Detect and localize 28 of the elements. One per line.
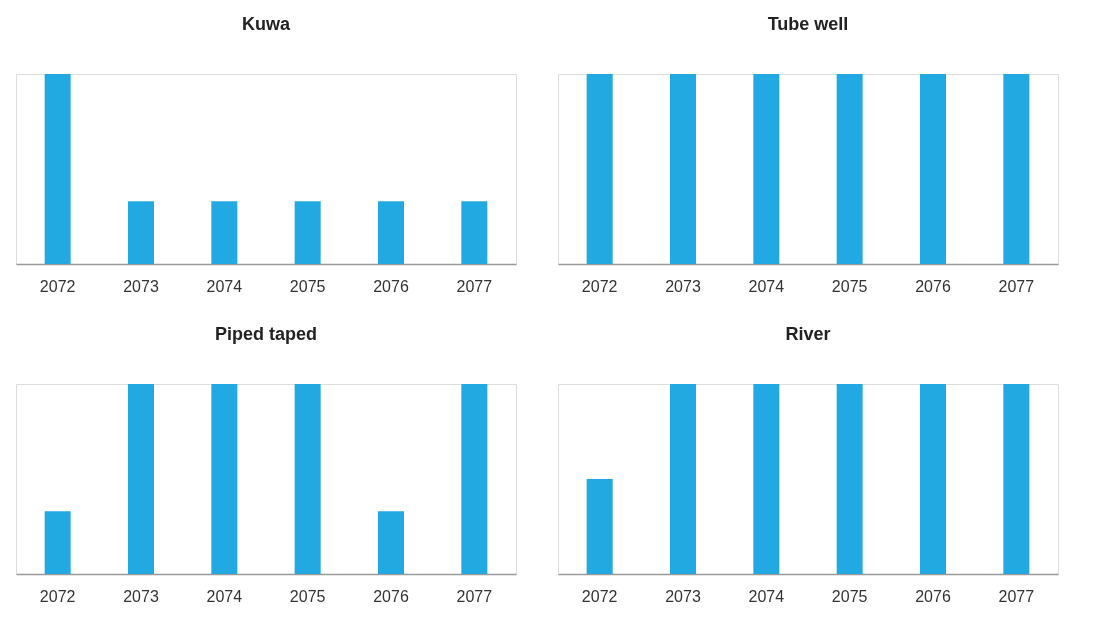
x-tick-label: 2076 (373, 277, 409, 295)
chart-title: Tube well (767, 14, 849, 34)
x-tick-label: 2073 (123, 587, 159, 605)
x-tick-label: 2077 (456, 277, 493, 295)
x-tick-label: 2073 (665, 587, 701, 605)
x-tick-label: 2076 (915, 277, 951, 295)
x-tick-label: 2075 (831, 277, 868, 295)
x-tick-label: 2073 (665, 277, 701, 295)
chart-title: Kuwa (241, 14, 291, 34)
x-tick-label: 2073 (123, 277, 159, 295)
x-tick-label: 2074 (748, 587, 785, 605)
x-tick-label: 2076 (373, 587, 409, 605)
x-tick-label: 2072 (581, 587, 618, 605)
x-tick-label: 2072 (581, 277, 618, 295)
x-tick-label: 2074 (748, 277, 785, 295)
x-tick-label: 2072 (39, 587, 76, 605)
chart-title: River (785, 324, 831, 344)
chart-title: Piped taped (214, 324, 318, 344)
x-tick-label: 2075 (289, 587, 326, 605)
x-tick-label: 2077 (456, 587, 493, 605)
x-tick-label: 2072 (39, 277, 76, 295)
x-tick-label: 2076 (915, 587, 951, 605)
x-tick-label: 2075 (831, 587, 868, 605)
x-tick-label: 2077 (998, 277, 1035, 295)
x-tick-label: 2074 (206, 277, 243, 295)
x-tick-label: 2075 (289, 277, 326, 295)
x-tick-label: 2077 (998, 587, 1035, 605)
x-tick-label: 2074 (206, 587, 243, 605)
